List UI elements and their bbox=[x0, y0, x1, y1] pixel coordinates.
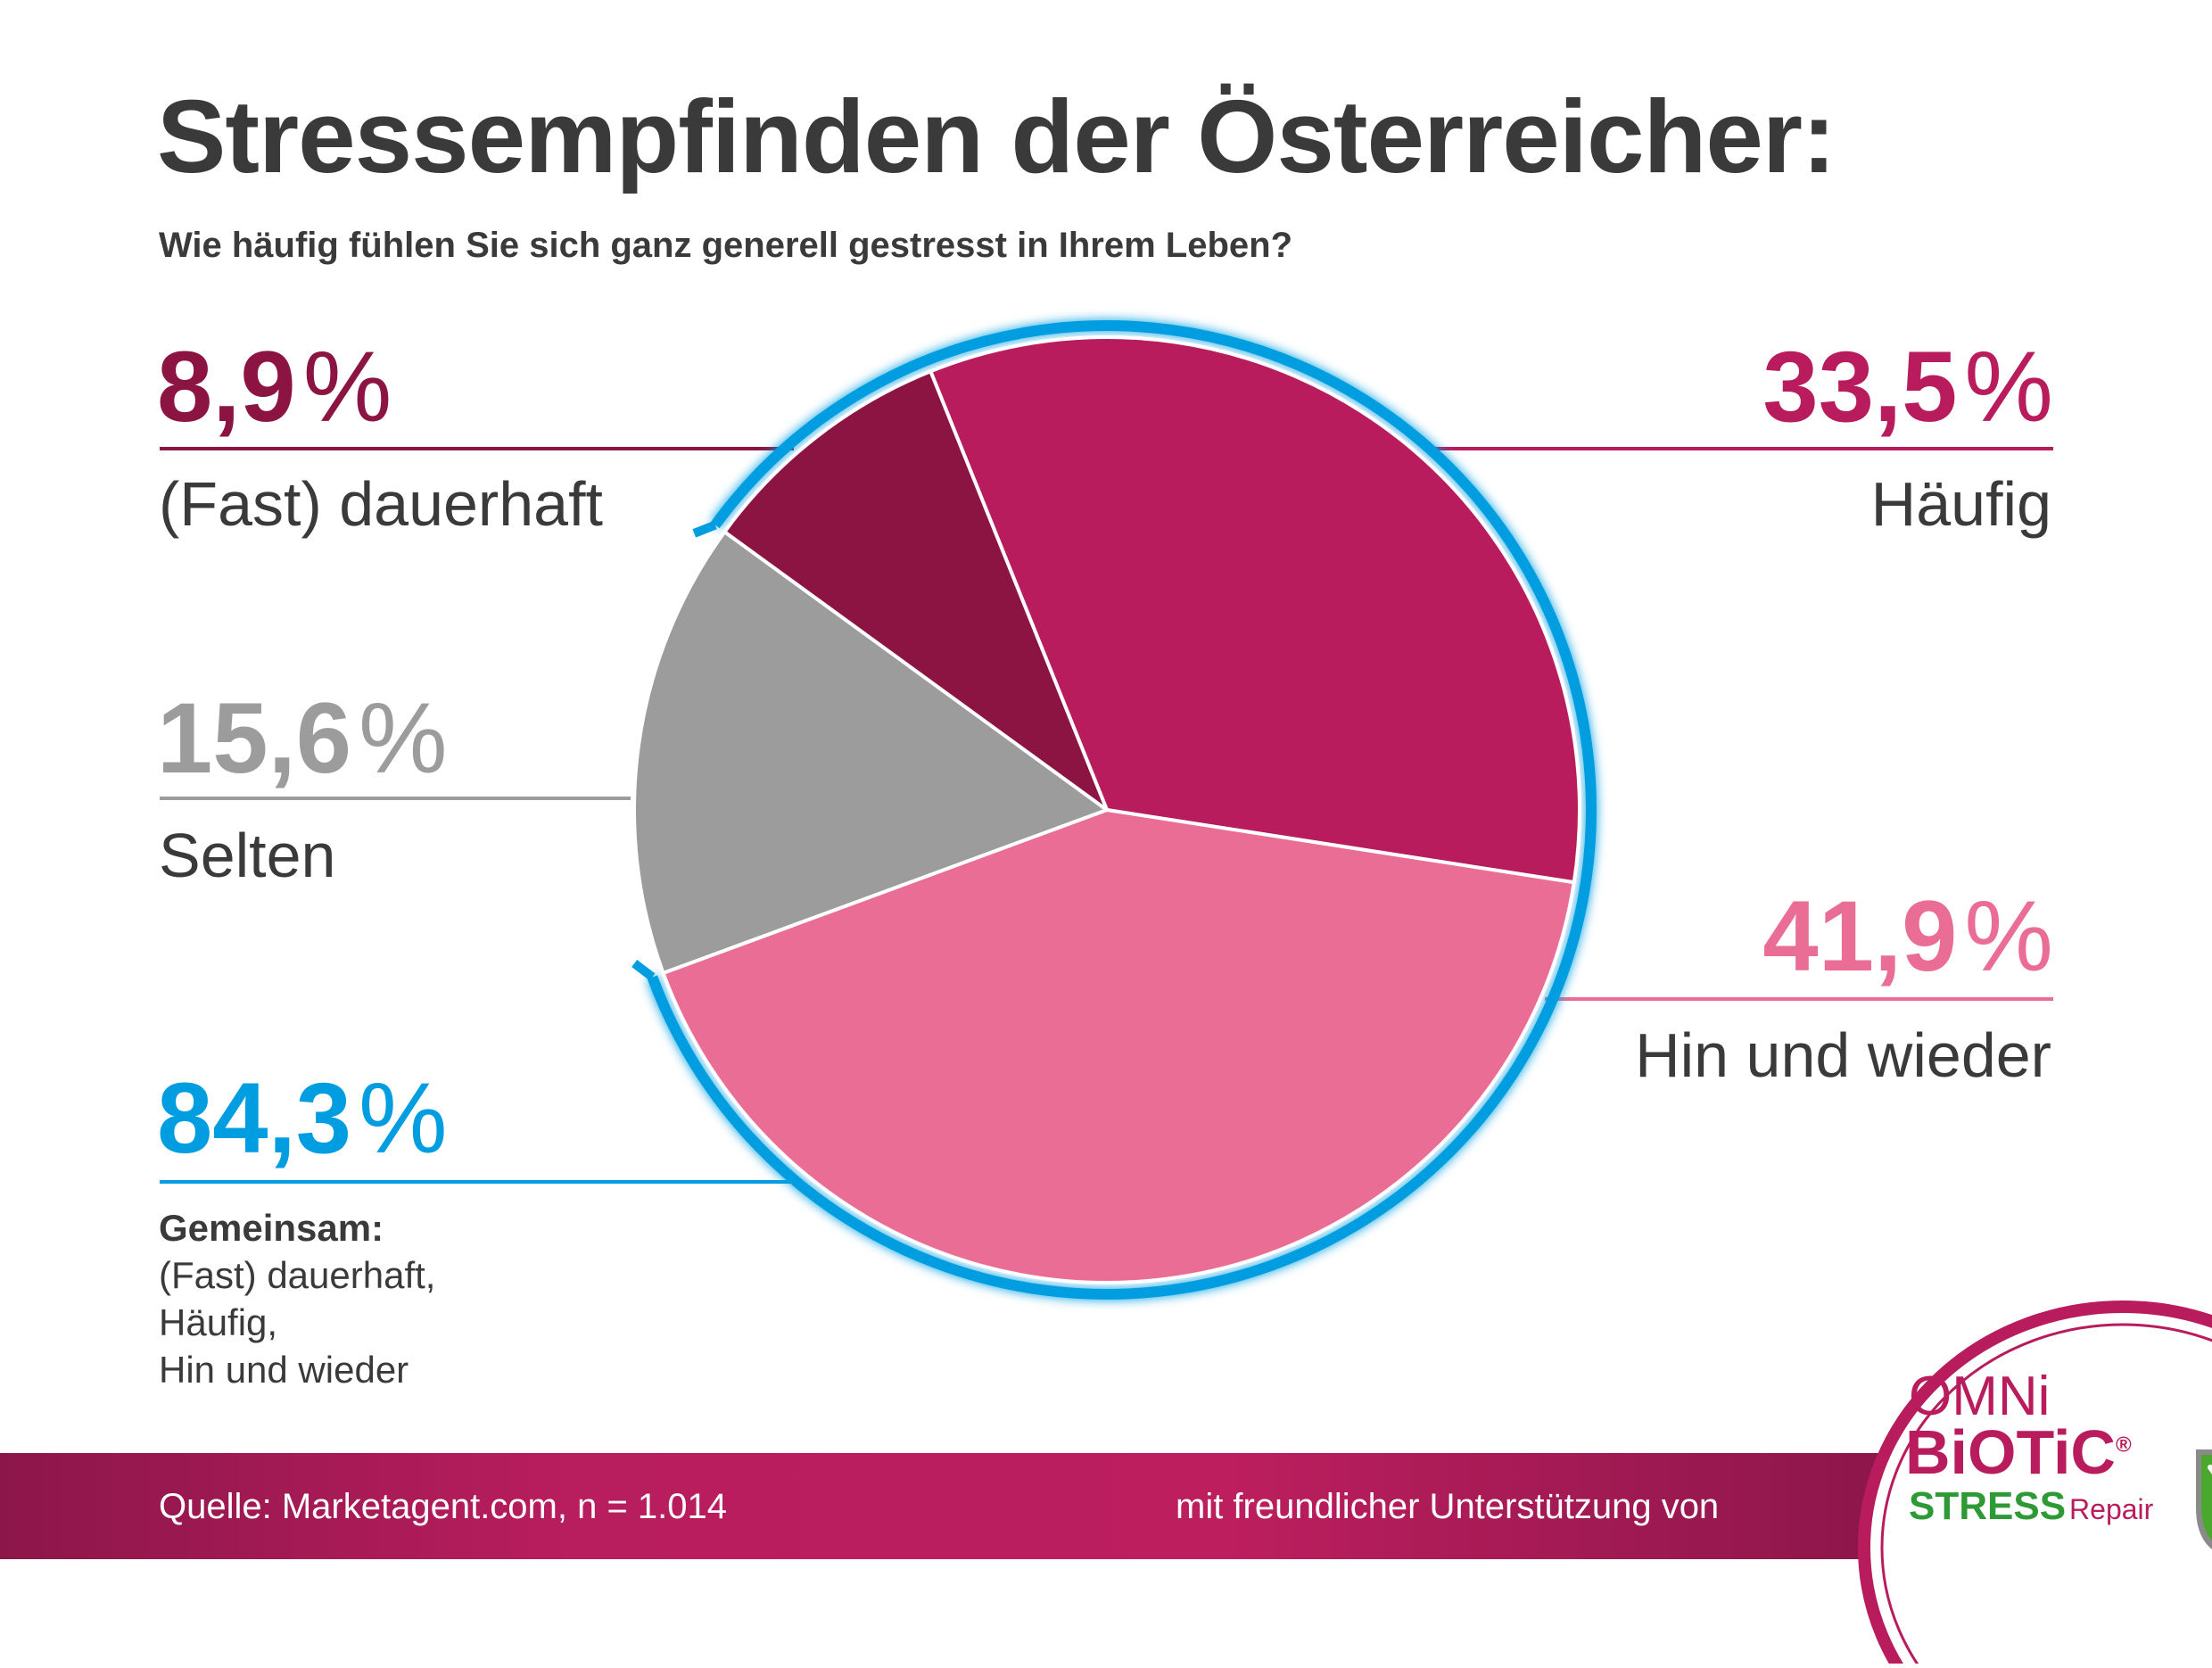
pie-slice-selten bbox=[632, 530, 1109, 975]
pie-slices bbox=[632, 335, 1581, 1284]
label-combined-line: Hin und wieder bbox=[159, 1349, 409, 1391]
combined-arc-end-tick bbox=[631, 960, 656, 981]
label-hin-und-wieder-text: Hin und wieder bbox=[1635, 1020, 2051, 1090]
value-combined: 84,3 bbox=[157, 1062, 351, 1174]
logo-biotic: BiOTiC® bbox=[1905, 1421, 2132, 1483]
chart-title: Stressempfinden der Österreicher: bbox=[157, 78, 1836, 194]
pie-slice-fast_dauerhaft bbox=[722, 369, 1109, 812]
label-fast-dauerhaft-value: 8,9% bbox=[157, 337, 392, 437]
logo-biotic-text: BiOTiC bbox=[1905, 1417, 2116, 1487]
value-fast-dauerhaft: 8,9 bbox=[157, 331, 296, 442]
logo-stress-repair: STRESS Repair bbox=[1909, 1487, 2153, 1526]
sponsor-text: mit freundlicher Unterstützung von bbox=[1176, 1487, 1720, 1526]
label-selten-value: 15,6% bbox=[157, 689, 448, 789]
label-combined-heading: Gemeinsam: bbox=[159, 1207, 384, 1249]
percent-sign: % bbox=[1964, 880, 2053, 992]
label-fast-dauerhaft-text: (Fast) dauerhaft bbox=[159, 469, 603, 539]
logo-repair: Repair bbox=[2069, 1493, 2154, 1525]
label-combined-value: 84,3% bbox=[157, 1069, 448, 1168]
source-text: Quelle: Marketagent.com, n = 1.014 bbox=[159, 1487, 728, 1526]
pie-slice-hin_und_wieder bbox=[661, 808, 1576, 1284]
logo-badge-icon bbox=[2196, 1449, 2212, 1549]
logo-omni: OMNi bbox=[1909, 1366, 2051, 1427]
percent-sign: % bbox=[358, 1062, 448, 1174]
percent-sign: % bbox=[358, 682, 448, 794]
label-haeufig-value: 33,5% bbox=[1762, 337, 2053, 437]
footer-bar: Quelle: Marketagent.com, n = 1.014 mit f… bbox=[0, 1453, 1891, 1559]
label-haeufig-text: Häufig bbox=[1870, 469, 2051, 539]
pie-chart bbox=[160, 320, 2053, 1300]
label-hin-und-wieder-value: 41,9% bbox=[1762, 887, 2053, 987]
pie-slice-haeufig bbox=[929, 335, 1581, 885]
leader-lines bbox=[160, 447, 2053, 1184]
label-combined-line: (Fast) dauerhaft, bbox=[159, 1254, 436, 1296]
combined-arc bbox=[647, 320, 1597, 1300]
chart-subtitle: Wie häufig fühlen Sie sich ganz generell… bbox=[159, 226, 1293, 265]
percent-sign: % bbox=[1964, 331, 2053, 442]
registered-mark: ® bbox=[2115, 1433, 2132, 1457]
value-hin-und-wieder: 41,9 bbox=[1762, 880, 1958, 992]
value-selten: 15,6 bbox=[157, 682, 351, 794]
label-selten-text: Selten bbox=[159, 821, 336, 890]
label-combined-line: Häufig, bbox=[159, 1301, 278, 1343]
value-haeufig: 33,5 bbox=[1762, 331, 1958, 442]
percent-sign: % bbox=[302, 331, 392, 442]
combined-arc-end-tick bbox=[692, 520, 717, 538]
omni-biotic-logo: OMNi BiOTiC® STRESS Repair bbox=[1828, 1289, 2212, 1668]
combined-highlight-arc bbox=[631, 320, 1597, 1300]
logo-stress: STRESS bbox=[1909, 1484, 2067, 1528]
